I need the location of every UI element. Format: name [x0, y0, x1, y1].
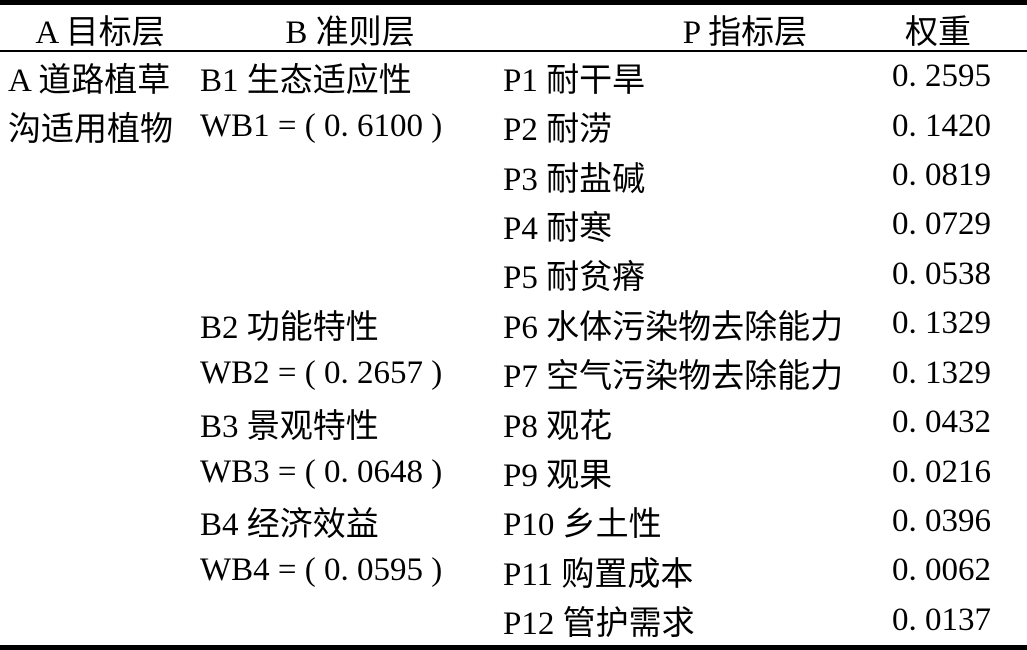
target-layer-line2: 沟适用植物 [8, 112, 173, 149]
table-body: A 道路植草 沟适用植物 B1 生态适应性 WB1 = ( 0. 6100 ) … [0, 52, 1027, 645]
weight-p5: 0. 0538 [892, 255, 991, 292]
target-layer-line1: A 道路植草 [8, 62, 171, 99]
weight-p8: 0. 0432 [892, 404, 991, 441]
criterion-b1-name: B1 生态适应性 [200, 62, 412, 99]
weight-p10: 0. 0396 [892, 502, 991, 539]
weight-p7: 0. 1329 [892, 354, 991, 391]
indicator-p11: P11 购置成本 [503, 556, 694, 593]
indicator-p4: P4 耐寒 [503, 210, 613, 247]
indicator-p10: P10 乡土性 [503, 507, 662, 544]
header-weight: 权重 [905, 15, 971, 51]
criterion-b4-name: B4 经济效益 [200, 507, 379, 544]
table-header-row: A 目标层 B 准则层 P 指标层 权重 [0, 5, 1027, 52]
indicator-p3: P3 耐盐碱 [503, 161, 646, 198]
weight-p11: 0. 0062 [892, 552, 991, 589]
indicator-p9: P9 观果 [503, 458, 613, 495]
indicator-p12: P12 管护需求 [503, 606, 695, 643]
indicator-p2: P2 耐涝 [503, 112, 613, 149]
criterion-b2-name: B2 功能特性 [200, 309, 379, 346]
indicator-p6: P6 水体污染物去除能力 [503, 309, 844, 346]
criterion-b3-name: B3 景观特性 [200, 408, 379, 445]
weight-p12: 0. 0137 [892, 601, 991, 638]
header-indicator-layer: P 指标层 [682, 15, 808, 51]
weight-p4: 0. 0729 [892, 206, 991, 243]
criterion-b2-weight: WB2 = ( 0. 2657 ) [200, 354, 443, 391]
indicator-p5: P5 耐贫瘠 [503, 260, 646, 297]
header-target-layer: A 目标层 [35, 15, 165, 51]
weight-p3: 0. 0819 [892, 157, 991, 194]
criterion-b4-weight: WB4 = ( 0. 0595 ) [200, 552, 443, 589]
header-criterion-layer: B 准则层 [285, 15, 415, 51]
indicator-p8: P8 观花 [503, 408, 613, 445]
weight-p6: 0. 1329 [892, 305, 991, 342]
weight-p1: 0. 2595 [892, 58, 991, 95]
indicator-p1: P1 耐干旱 [503, 62, 646, 99]
criterion-b3-weight: WB3 = ( 0. 0648 ) [200, 453, 443, 490]
criterion-b1-weight: WB1 = ( 0. 6100 ) [200, 107, 443, 144]
indicator-p7: P7 空气污染物去除能力 [503, 359, 844, 396]
weight-p9: 0. 0216 [892, 453, 991, 490]
weight-p2: 0. 1420 [892, 107, 991, 144]
